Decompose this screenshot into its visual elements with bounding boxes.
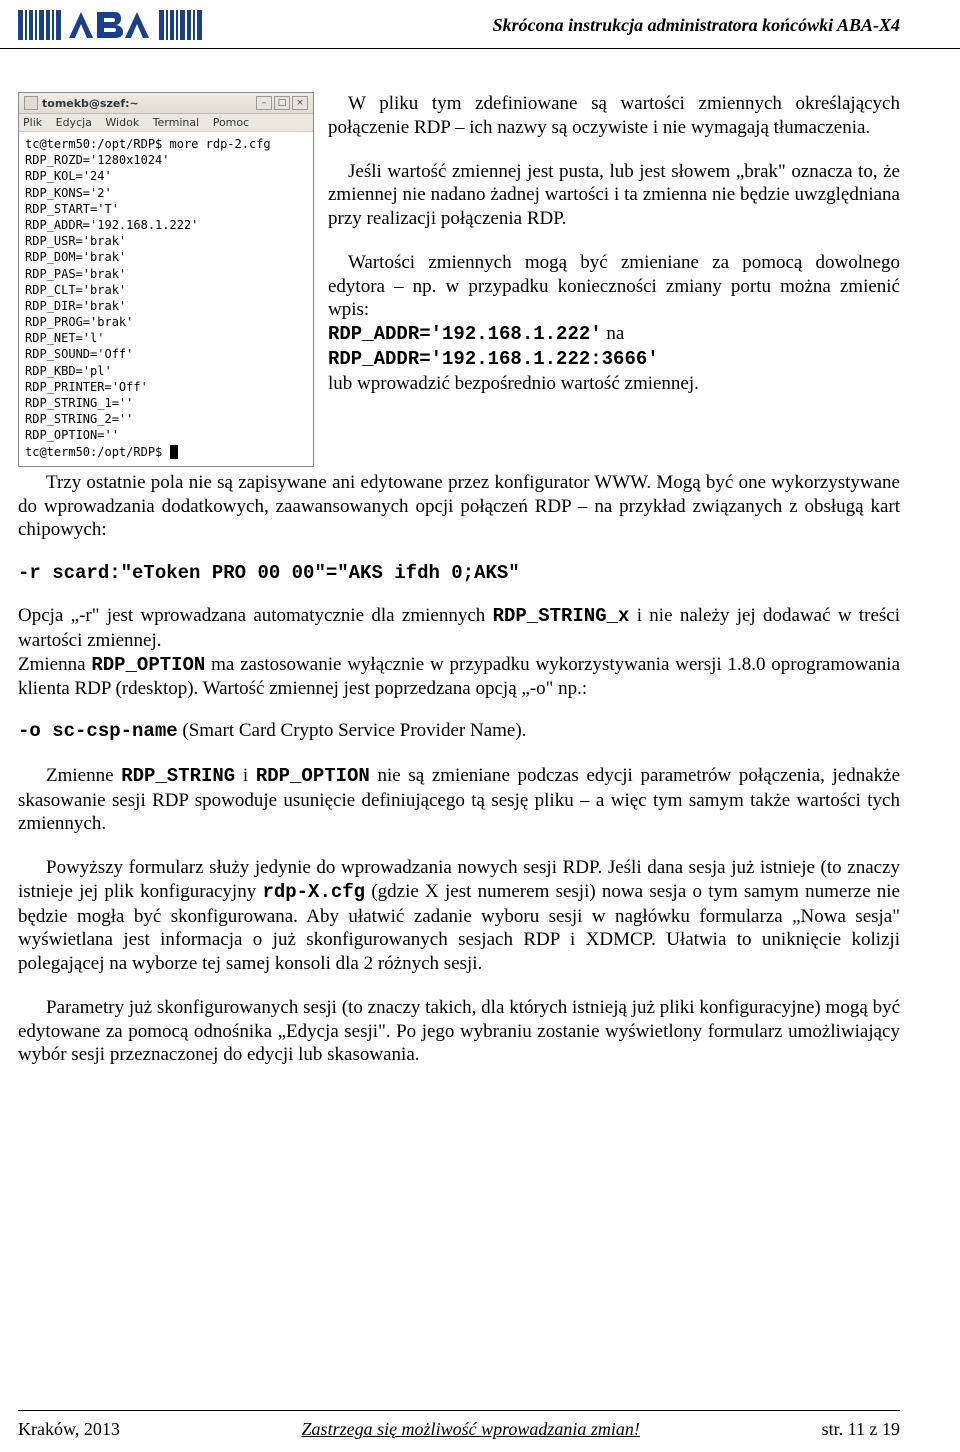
terminal-line: tc@term50:/opt/RDP$ more rdp-2.cfg [25, 137, 271, 151]
footer-left: Kraków, 2013 [18, 1419, 120, 1440]
paragraph: Zmienne RDP_STRING i RDP_OPTION nie są z… [18, 764, 900, 836]
footer-right: str. 11 z 19 [822, 1419, 900, 1440]
terminal-line: RDP_KOL='24' [25, 169, 112, 183]
terminal-menubar: Plik Edycja Widok Terminal Pomoc [19, 114, 313, 132]
text: Opcja „-r" jest wprowadzana automatyczni… [18, 605, 493, 626]
cursor-icon [170, 445, 178, 459]
code-text: RDP_OPTION [91, 654, 205, 676]
text: i [235, 765, 256, 786]
code-text: RDP_STRING_x [493, 605, 630, 627]
paragraph: Jeśli wartość zmiennej jest pusta, lub j… [328, 160, 900, 231]
code-text: -o sc-csp-name [18, 720, 178, 742]
code-text: rdp-X.cfg [262, 881, 365, 903]
close-icon[interactable]: × [292, 96, 308, 110]
terminal-line: RDP_PROG='brak' [25, 315, 133, 329]
terminal-line: tc@term50:/opt/RDP$ [25, 445, 170, 459]
terminal-icon [24, 96, 38, 110]
paragraph: W pliku tym zdefiniowane są wartości zmi… [328, 92, 900, 140]
barcode-left [18, 10, 61, 40]
paragraph: Trzy ostatnie pola nie są zapisywane ani… [18, 471, 900, 542]
paragraph: Powyższy formularz służy jedynie do wpro… [18, 856, 900, 976]
terminal-line: RDP_SOUND='Off' [25, 347, 133, 361]
footer-center: Zastrzega się możliwość wprowadzania zmi… [302, 1419, 640, 1440]
window-buttons: – □ × [256, 96, 308, 110]
page-content: tomekb@szef:~ – □ × Plik Edycja Widok Te… [18, 92, 900, 1067]
paragraph: Opcja „-r" jest wprowadzana automatyczni… [18, 604, 900, 701]
code-text: RDP_STRING [121, 765, 235, 787]
terminal-line: RDP_DOM='brak' [25, 250, 126, 264]
header-title: Skrócona instrukcja administratora końcó… [493, 15, 900, 36]
terminal-line: RDP_DIR='brak' [25, 299, 126, 313]
terminal-line: RDP_KONS='2' [25, 186, 112, 200]
paragraph: Wartości zmiennych mogą być zmieniane za… [328, 251, 900, 396]
maximize-icon[interactable]: □ [274, 96, 290, 110]
text: Jeśli wartość zmiennej jest pusta, lub j… [328, 161, 900, 230]
barcode-right [159, 10, 202, 40]
text: Wartości zmiennych mogą być zmieniane za… [328, 252, 900, 321]
text: (Smart Card Crypto Service Provider Name… [178, 720, 527, 741]
terminal-line: RDP_ADDR='192.168.1.222' [25, 218, 198, 232]
terminal-line: RDP_START='T' [25, 202, 119, 216]
paragraph: -o sc-csp-name (Smart Card Crypto Servic… [18, 719, 900, 744]
terminal-line: RDP_PRINTER='Off' [25, 380, 148, 394]
text: Parametry już skonfigurowanych sesji (to… [18, 997, 900, 1066]
menu-help[interactable]: Pomoc [213, 116, 249, 129]
terminal-line: RDP_OPTION='' [25, 428, 119, 442]
terminal-line: RDP_ROZD='1280x1024' [25, 153, 170, 167]
logo [18, 10, 202, 40]
page-footer: Kraków, 2013 Zastrzega się możliwość wpr… [18, 1410, 900, 1440]
terminal-line: RDP_PAS='brak' [25, 267, 126, 281]
minimize-icon[interactable]: – [256, 96, 272, 110]
terminal-titlebar: tomekb@szef:~ – □ × [19, 93, 313, 114]
code-line: -r scard:"eToken PRO 00 00"="AKS ifdh 0;… [18, 562, 900, 584]
menu-view[interactable]: Widok [105, 116, 139, 129]
menu-file[interactable]: Plik [23, 116, 42, 129]
page-header: Skrócona instrukcja administratora końcó… [0, 0, 960, 49]
text: W pliku tym zdefiniowane są wartości zmi… [328, 93, 900, 138]
terminal-line: RDP_KBD='pl' [25, 364, 112, 378]
logo-aba [67, 10, 153, 40]
terminal-line: RDP_CLT='brak' [25, 283, 126, 297]
terminal-line: RDP_NET='l' [25, 331, 104, 345]
paragraph: Parametry już skonfigurowanych sesji (to… [18, 996, 900, 1067]
menu-edit[interactable]: Edycja [56, 116, 92, 129]
menu-terminal[interactable]: Terminal [153, 116, 200, 129]
code-text: RDP_ADDR='192.168.1.222:3666' [328, 348, 659, 370]
text: lub wprowadzić bezpośrednio wartość zmie… [328, 373, 699, 394]
terminal-window: tomekb@szef:~ – □ × Plik Edycja Widok Te… [18, 92, 314, 467]
terminal-title: tomekb@szef:~ [42, 97, 139, 110]
text: Zmienna [18, 654, 91, 675]
code-text: RDP_OPTION [256, 765, 370, 787]
terminal-line: RDP_STRING_2='' [25, 412, 133, 426]
terminal-body: tc@term50:/opt/RDP$ more rdp-2.cfg RDP_R… [19, 132, 313, 466]
terminal-line: RDP_USR='brak' [25, 234, 126, 248]
terminal-line: RDP_STRING_1='' [25, 396, 133, 410]
text: Trzy ostatnie pola nie są zapisywane ani… [18, 472, 900, 541]
code-text: RDP_ADDR='192.168.1.222' [328, 323, 602, 345]
text: na [602, 323, 625, 344]
text: Zmienne [46, 765, 121, 786]
